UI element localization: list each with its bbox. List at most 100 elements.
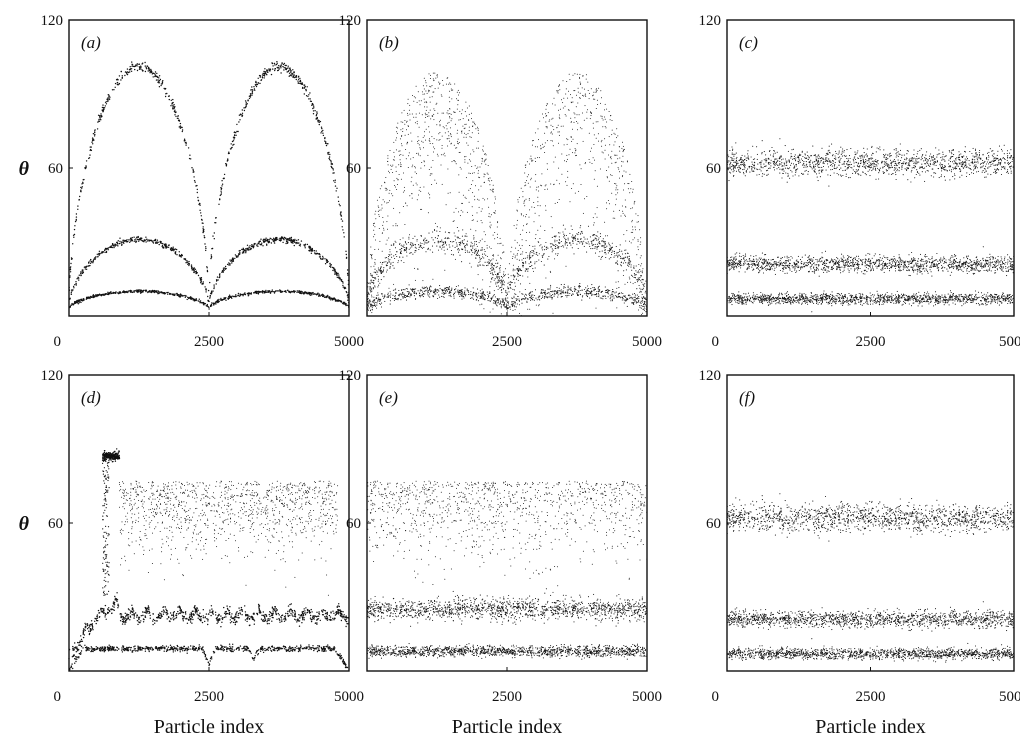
data-point — [201, 219, 203, 221]
data-point — [549, 119, 551, 121]
data-point — [520, 247, 522, 249]
data-point — [244, 107, 246, 109]
data-point — [623, 258, 625, 260]
data-point — [503, 281, 505, 283]
data-point — [324, 258, 326, 260]
data-point — [570, 117, 572, 119]
data-point — [338, 203, 340, 205]
data-point — [342, 284, 344, 287]
data-point — [381, 204, 383, 206]
data-point — [238, 253, 240, 256]
data-point — [433, 80, 435, 82]
data-point — [591, 147, 592, 149]
data-point — [286, 289, 289, 291]
data-point — [574, 90, 576, 92]
data-point — [552, 312, 554, 314]
data-point — [447, 113, 449, 115]
data-point — [464, 159, 466, 161]
data-point — [633, 296, 635, 298]
data-point — [641, 281, 643, 283]
data-point — [340, 218, 343, 220]
data-point — [545, 205, 546, 207]
data-point — [396, 137, 397, 139]
data-point — [540, 184, 542, 186]
data-point — [430, 118, 432, 120]
data-point — [635, 229, 636, 231]
data-point — [374, 233, 376, 235]
data-point — [537, 205, 539, 207]
data-point — [471, 112, 472, 114]
data-point — [402, 256, 404, 258]
data-point — [162, 246, 164, 248]
data-point — [465, 294, 467, 296]
data-point — [630, 231, 632, 233]
data-point — [541, 249, 543, 251]
data-point — [376, 199, 378, 201]
data-point — [378, 248, 379, 250]
data-point — [459, 119, 461, 121]
data-point — [552, 249, 554, 251]
data-point — [107, 97, 109, 99]
data-point — [75, 216, 78, 218]
data-point — [437, 155, 439, 157]
data-point — [76, 278, 78, 280]
data-point — [399, 150, 401, 152]
data-point — [596, 293, 598, 295]
data-point — [286, 71, 288, 73]
data-point — [175, 248, 178, 251]
data-point — [333, 270, 335, 272]
data-point — [572, 101, 574, 103]
data-point — [643, 296, 645, 298]
data-point — [263, 74, 265, 77]
data-point — [419, 148, 421, 150]
data-point — [178, 251, 180, 253]
data-point — [280, 291, 283, 293]
data-point — [564, 244, 566, 246]
data-point — [641, 296, 643, 298]
data-point — [117, 243, 119, 245]
data-point — [455, 242, 457, 244]
data-point — [618, 168, 620, 170]
data-point — [329, 298, 331, 300]
data-point — [429, 143, 431, 144]
data-point — [490, 281, 492, 283]
data-point — [596, 235, 598, 237]
data-point — [138, 66, 140, 68]
data-point — [601, 139, 603, 141]
data-point — [598, 87, 600, 89]
data-point — [253, 88, 256, 90]
data-point — [384, 257, 386, 259]
data-point — [392, 225, 394, 227]
data-point — [121, 241, 123, 243]
data-point — [269, 68, 272, 70]
data-point — [611, 192, 613, 194]
data-point — [293, 244, 295, 247]
data-point — [85, 160, 88, 162]
data-point — [128, 290, 130, 292]
data-point — [393, 283, 395, 285]
data-point — [179, 122, 182, 125]
data-point — [293, 76, 295, 78]
data-point — [426, 92, 428, 94]
data-point — [424, 131, 425, 133]
data-point — [527, 182, 529, 184]
data-point — [436, 182, 437, 184]
data-point — [144, 239, 147, 241]
data-point — [523, 225, 524, 227]
data-point — [464, 245, 465, 247]
data-point — [394, 257, 396, 260]
data-point — [202, 281, 204, 283]
data-point — [232, 144, 234, 146]
data-point — [98, 118, 100, 121]
data-point — [475, 128, 477, 130]
data-point — [400, 244, 402, 246]
data-point — [342, 229, 344, 231]
data-point — [125, 71, 127, 73]
data-point — [200, 278, 202, 280]
data-point — [567, 237, 569, 239]
data-point — [190, 264, 193, 266]
data-point — [525, 240, 527, 242]
data-point — [568, 90, 569, 92]
data-point — [522, 275, 524, 277]
data-point — [380, 269, 382, 271]
